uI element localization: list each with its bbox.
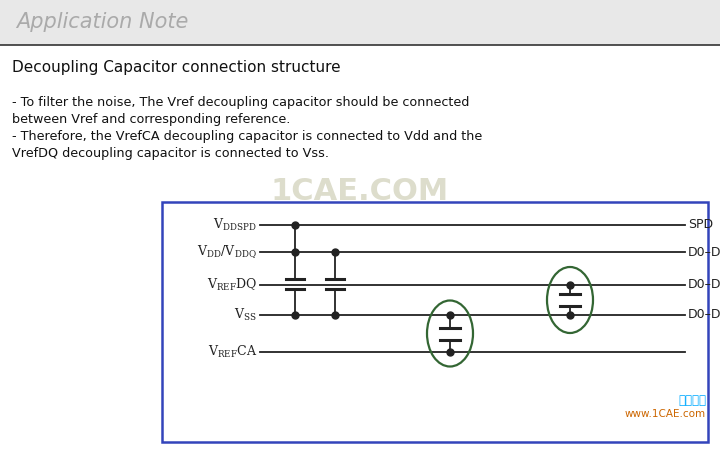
Text: SPD: SPD xyxy=(688,219,713,231)
Text: D0–D7: D0–D7 xyxy=(688,309,720,321)
Text: 仿真在线: 仿真在线 xyxy=(678,393,706,406)
Text: between Vref and corresponding reference.: between Vref and corresponding reference… xyxy=(12,113,290,126)
Text: $\mathregular{V_{REF}CA}$: $\mathregular{V_{REF}CA}$ xyxy=(207,344,257,360)
Text: - To filter the noise, The Vref decoupling capacitor should be connected: - To filter the noise, The Vref decoupli… xyxy=(12,96,469,109)
Text: Decoupling Capacitor connection structure: Decoupling Capacitor connection structur… xyxy=(12,60,341,75)
Text: $\mathregular{V_{DDSPD}}$: $\mathregular{V_{DDSPD}}$ xyxy=(213,217,257,233)
Text: $\mathregular{V_{SS}}$: $\mathregular{V_{SS}}$ xyxy=(234,307,257,323)
Text: D0–D7: D0–D7 xyxy=(688,246,720,258)
Text: Application Note: Application Note xyxy=(16,13,189,32)
Bar xyxy=(162,202,708,442)
Text: $\mathregular{V_{DD}/V_{DDQ}}$: $\mathregular{V_{DD}/V_{DDQ}}$ xyxy=(197,244,257,260)
Text: - Therefore, the VrefCA decoupling capacitor is connected to Vdd and the: - Therefore, the VrefCA decoupling capac… xyxy=(12,130,482,143)
Text: VrefDQ decoupling capacitor is connected to Vss.: VrefDQ decoupling capacitor is connected… xyxy=(12,147,329,160)
Text: $\mathregular{V_{REF}DQ}$: $\mathregular{V_{REF}DQ}$ xyxy=(207,277,257,293)
Text: www.1CAE.com: www.1CAE.com xyxy=(625,409,706,419)
Text: D0–D7: D0–D7 xyxy=(688,279,720,292)
Text: 1CAE.COM: 1CAE.COM xyxy=(271,177,449,207)
Bar xyxy=(0,0,720,45)
